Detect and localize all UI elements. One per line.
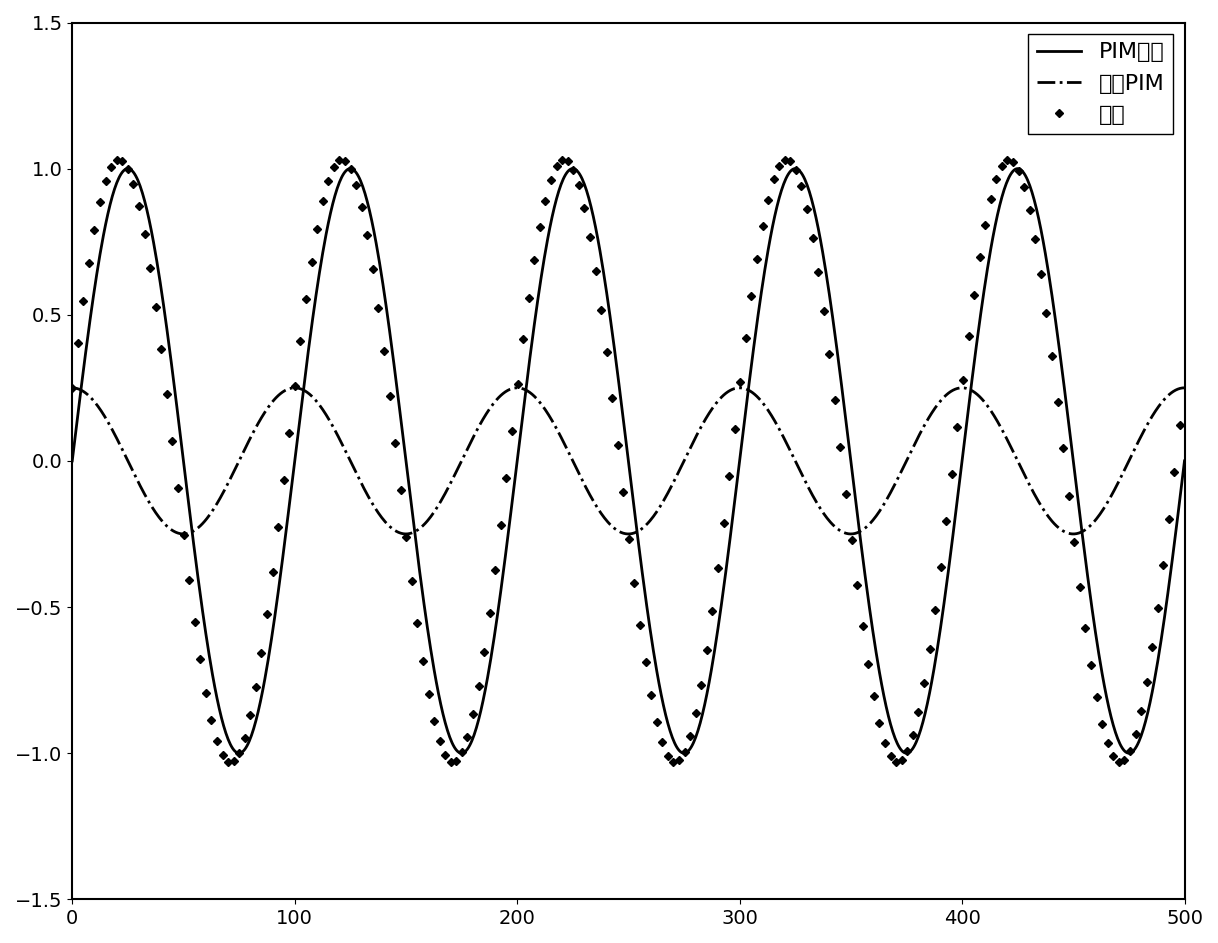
PIM干扰 [65, 455, 79, 467]
Legend: PIM干扰, 自身PIM, 合成: PIM干扰, 自身PIM, 合成 [1028, 34, 1173, 134]
PIM干扰 [121, 163, 135, 174]
自身PIM [516, 383, 531, 394]
自身PIM [177, 528, 191, 539]
合成 [132, 200, 146, 211]
合成 [1112, 756, 1127, 768]
PIM干扰 [516, 405, 531, 417]
Line: PIM干扰: PIM干扰 [72, 169, 1184, 753]
PIM干扰 [1177, 455, 1191, 467]
自身PIM [954, 382, 968, 393]
PIM干扰 [829, 345, 844, 356]
合成 [1128, 729, 1142, 740]
合成 [65, 382, 79, 393]
自身PIM [179, 528, 194, 539]
PIM干扰 [954, 466, 968, 477]
PIM干扰 [1122, 748, 1136, 759]
自身PIM [555, 436, 570, 447]
自身PIM [1177, 382, 1191, 393]
合成 [1084, 659, 1099, 670]
自身PIM [933, 395, 948, 406]
自身PIM [829, 523, 844, 535]
合成 [1000, 155, 1015, 166]
PIM干扰 [933, 621, 948, 633]
合成 [110, 155, 124, 166]
自身PIM [65, 382, 79, 393]
合成 [1173, 420, 1188, 431]
合成 [361, 230, 375, 241]
PIM干扰 [179, 484, 194, 495]
Line: 自身PIM: 自身PIM [72, 388, 1184, 534]
PIM干扰 [555, 174, 570, 185]
合成 [270, 521, 285, 533]
Line: 合成: 合成 [69, 157, 1183, 765]
